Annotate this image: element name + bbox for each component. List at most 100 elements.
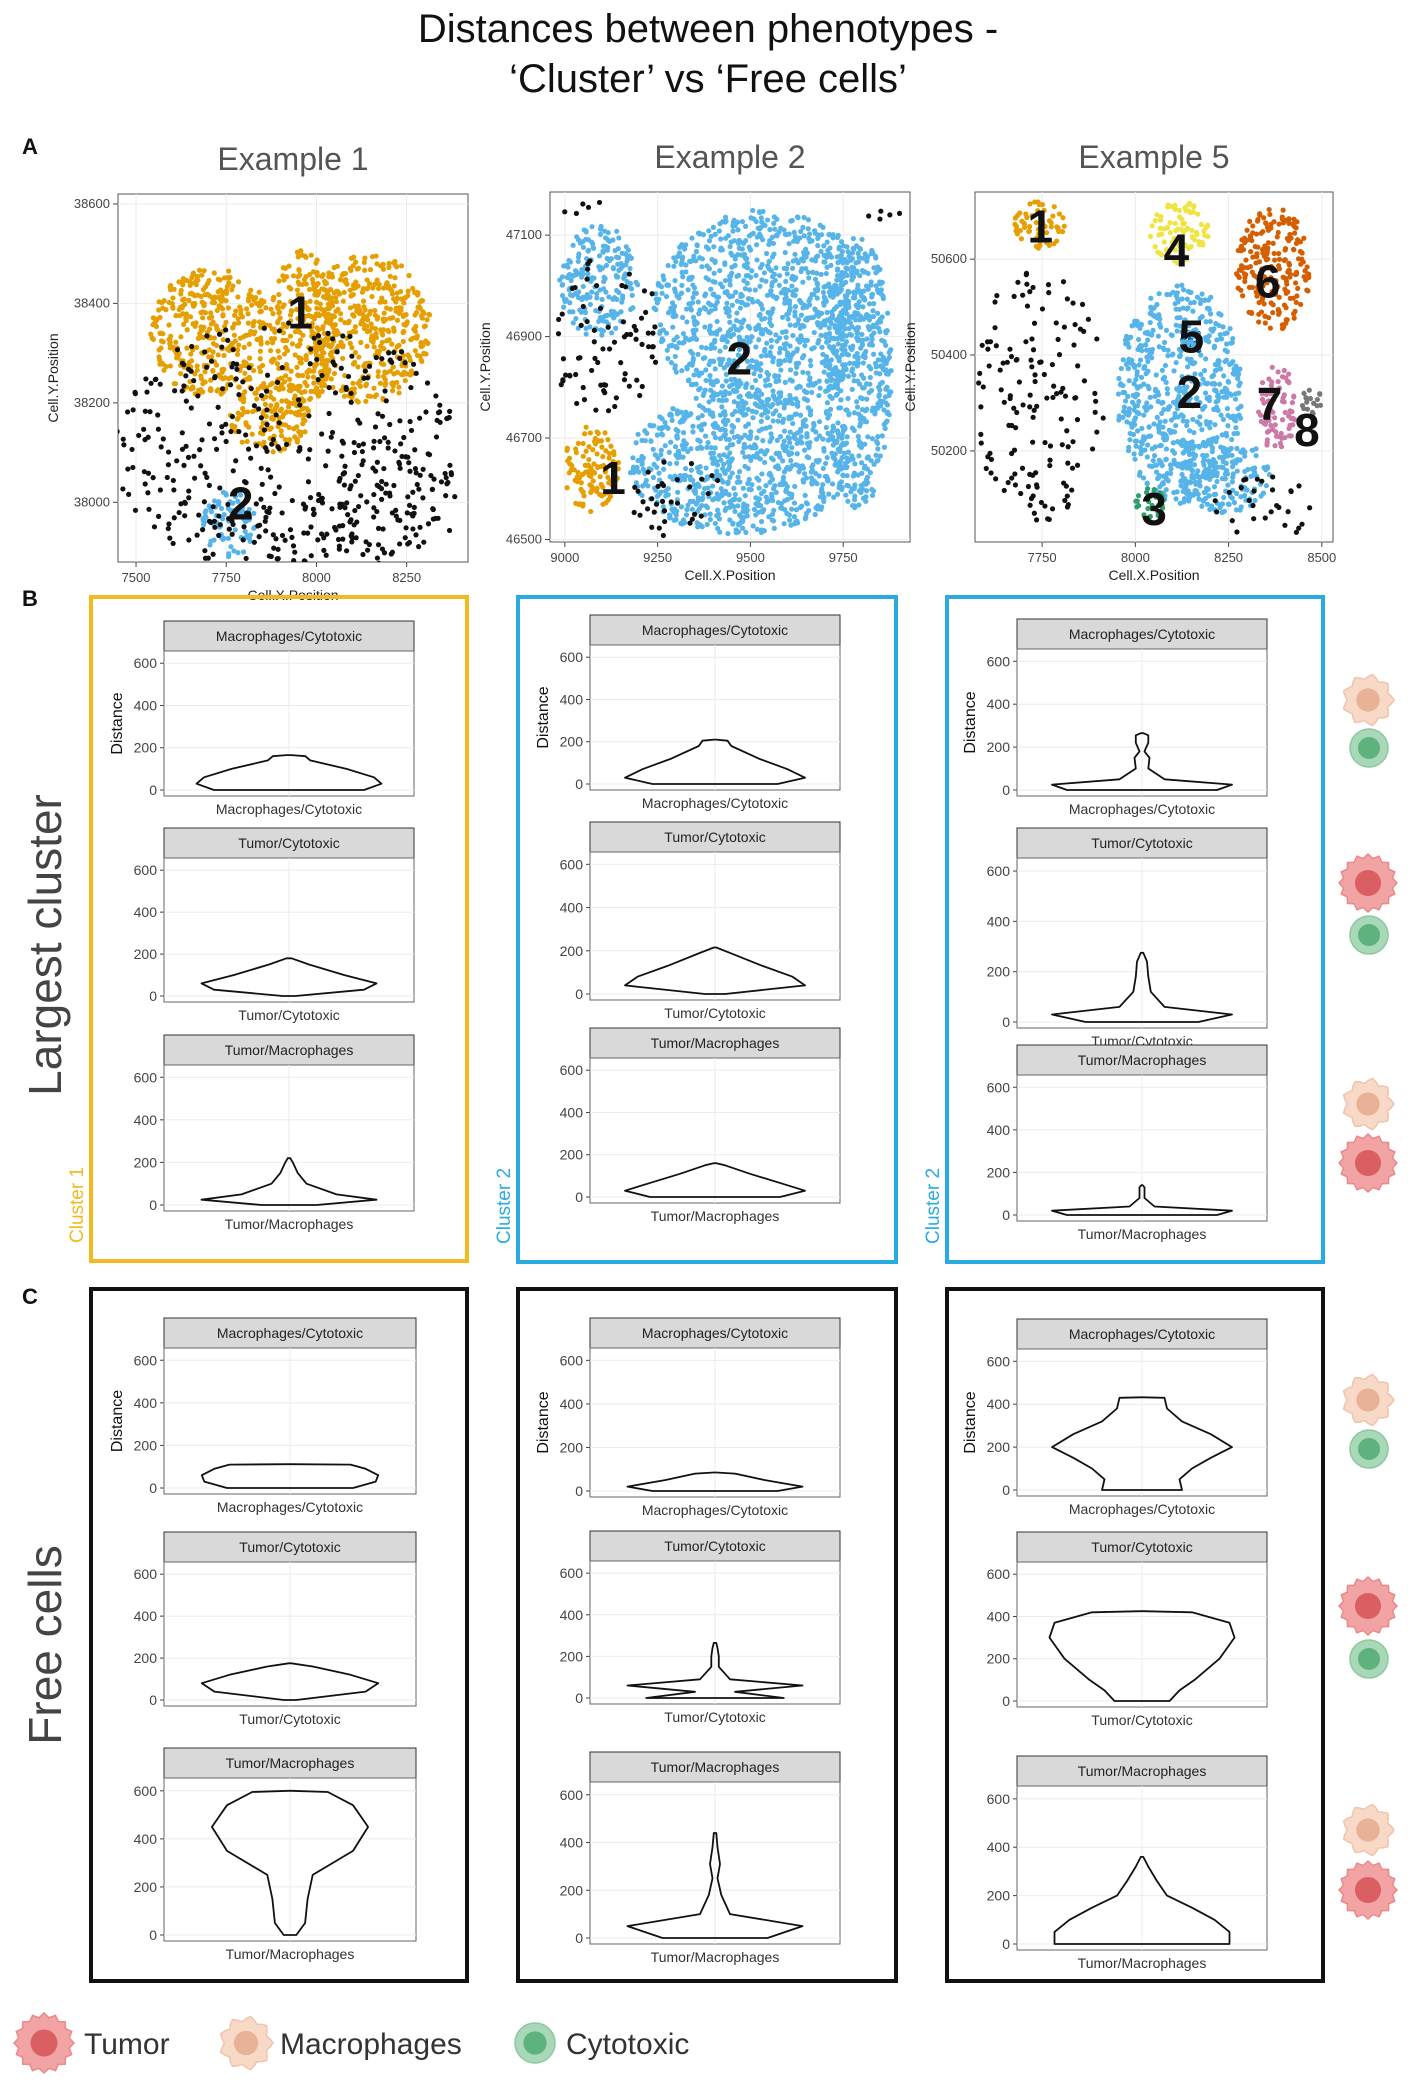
cell-point bbox=[171, 286, 177, 292]
cell-point bbox=[268, 306, 274, 312]
cell-point bbox=[576, 251, 582, 257]
cell-point bbox=[1201, 367, 1208, 374]
cell-point bbox=[787, 517, 793, 523]
cell-point bbox=[735, 474, 741, 480]
cell-point bbox=[155, 426, 162, 432]
cell-point bbox=[785, 434, 791, 440]
cell-point bbox=[204, 474, 210, 481]
cell-point bbox=[215, 352, 221, 358]
cell-point bbox=[443, 475, 449, 481]
cell-point bbox=[189, 343, 195, 350]
cell-point bbox=[850, 314, 856, 321]
cell-point bbox=[658, 426, 665, 432]
cell-point bbox=[798, 268, 804, 275]
cell-point bbox=[632, 484, 638, 490]
cell-point bbox=[396, 342, 402, 348]
cell-point bbox=[371, 335, 378, 341]
cell-point bbox=[583, 424, 589, 430]
cell-point bbox=[181, 462, 187, 468]
cell-point bbox=[842, 362, 848, 368]
cell-point bbox=[777, 345, 783, 352]
cell-point bbox=[243, 555, 249, 562]
cell-point bbox=[832, 462, 838, 468]
x-tick-label: 9750 bbox=[829, 550, 858, 565]
cell-point bbox=[868, 387, 875, 394]
cell-point bbox=[194, 344, 200, 351]
cell-point bbox=[220, 290, 226, 297]
cell-point bbox=[208, 519, 214, 525]
cell-point bbox=[375, 542, 382, 548]
cell-point bbox=[239, 439, 245, 445]
cell-point bbox=[325, 358, 331, 364]
cell-point bbox=[722, 470, 728, 476]
cell-point bbox=[877, 453, 883, 459]
cell-point bbox=[703, 244, 710, 250]
cell-point bbox=[1283, 278, 1290, 284]
cell-point bbox=[398, 349, 405, 355]
cell-point bbox=[618, 309, 624, 315]
cell-point bbox=[820, 481, 826, 488]
cell-point bbox=[255, 523, 261, 529]
cell-point bbox=[589, 367, 595, 374]
cell-point bbox=[816, 392, 822, 399]
cell-point bbox=[178, 334, 184, 340]
cell-point bbox=[383, 490, 389, 496]
cell-point bbox=[223, 492, 229, 498]
cell-point bbox=[867, 381, 873, 387]
cell-point bbox=[767, 424, 773, 430]
cell-point bbox=[327, 286, 334, 293]
cell-point bbox=[174, 355, 180, 361]
cell-point bbox=[276, 278, 282, 284]
cell-point bbox=[352, 329, 359, 335]
cell-point bbox=[726, 492, 732, 498]
cell-point bbox=[1253, 289, 1259, 295]
cell-point bbox=[635, 488, 641, 494]
cell-point bbox=[287, 312, 294, 318]
cell-point bbox=[796, 383, 802, 389]
cell-point bbox=[404, 510, 410, 516]
cell-point bbox=[570, 293, 576, 299]
cell-point bbox=[662, 419, 668, 426]
cell-point bbox=[589, 239, 595, 245]
cell-point bbox=[777, 434, 784, 440]
cell-point bbox=[120, 486, 126, 492]
cell-point bbox=[736, 327, 742, 333]
cell-point bbox=[859, 396, 865, 402]
cell-point bbox=[281, 351, 288, 357]
cell-point bbox=[781, 227, 787, 233]
cell-point bbox=[356, 354, 362, 360]
cell-point bbox=[663, 293, 670, 300]
cell-point bbox=[767, 316, 773, 322]
cell-point bbox=[846, 289, 852, 295]
cell-point bbox=[735, 503, 741, 509]
cell-point bbox=[702, 324, 708, 330]
cell-point bbox=[186, 297, 192, 303]
cell-point bbox=[570, 320, 576, 326]
cell-point bbox=[303, 357, 309, 363]
cell-point bbox=[220, 337, 226, 343]
cell-point bbox=[767, 382, 773, 388]
cell-point bbox=[838, 252, 844, 258]
cell-point bbox=[627, 470, 634, 476]
cell-point bbox=[265, 467, 271, 473]
cluster-label: 1 bbox=[287, 286, 313, 338]
cell-point bbox=[323, 552, 329, 558]
cell-point bbox=[859, 406, 866, 413]
cell-point bbox=[787, 440, 793, 446]
cell-point bbox=[812, 511, 818, 518]
cell-point bbox=[298, 429, 304, 435]
cell-point bbox=[270, 311, 276, 317]
cell-point bbox=[328, 376, 334, 382]
cell-point bbox=[346, 562, 351, 567]
cell-point bbox=[148, 331, 154, 337]
cell-point bbox=[560, 356, 567, 362]
cell-point bbox=[665, 310, 672, 316]
cell-point bbox=[738, 252, 745, 258]
cell-point bbox=[239, 412, 245, 418]
cell-point bbox=[863, 498, 869, 504]
cell-point bbox=[168, 333, 174, 339]
figure-title-line2: ‘Cluster’ vs ‘Free cells’ bbox=[509, 57, 907, 101]
cell-point bbox=[314, 272, 321, 279]
cell-point bbox=[315, 537, 321, 543]
cell-point bbox=[331, 264, 337, 271]
